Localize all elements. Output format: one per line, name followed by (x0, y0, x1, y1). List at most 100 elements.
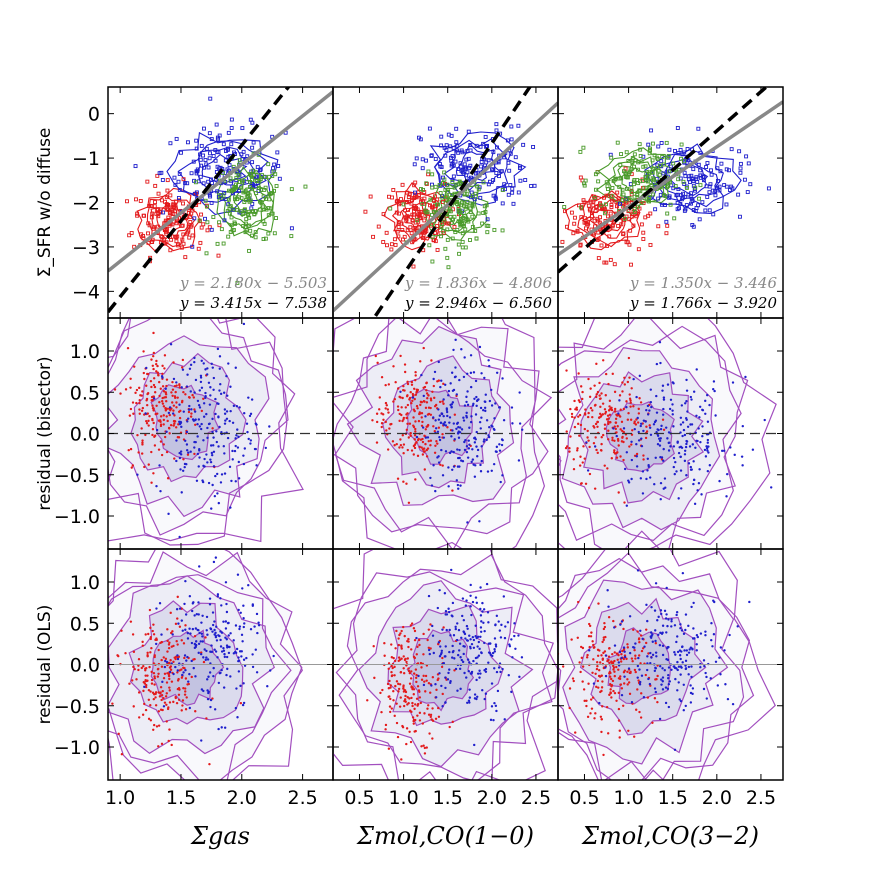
point-blue (645, 668, 649, 672)
point-blue (639, 680, 642, 684)
point-red (378, 408, 381, 411)
point-blue (494, 128, 499, 133)
point-red (638, 641, 641, 644)
point-blue (214, 556, 218, 559)
point-blue (176, 657, 180, 661)
point-red (141, 443, 144, 446)
point-green (603, 211, 607, 216)
point-red (600, 686, 604, 689)
point-red (152, 671, 156, 675)
point-red (161, 402, 165, 405)
point-red (200, 409, 204, 413)
point-blue (431, 624, 434, 628)
point-blue (464, 637, 467, 640)
point-blue (507, 674, 510, 677)
point-red (415, 673, 418, 677)
contour-blue (201, 153, 248, 186)
point-red (177, 410, 181, 413)
point-blue (625, 406, 628, 409)
point-red (133, 667, 136, 671)
point-blue (209, 181, 214, 185)
point-red (593, 646, 596, 649)
point-green (435, 202, 440, 207)
point-blue (449, 403, 452, 407)
point-red (404, 657, 407, 661)
point-blue (511, 656, 514, 659)
point-red (131, 679, 134, 682)
contour-green (621, 167, 654, 194)
point-red (146, 392, 149, 396)
point-blue (488, 652, 492, 655)
point-red (406, 382, 410, 386)
point-blue (495, 371, 499, 374)
point-red (596, 661, 599, 664)
point-blue (483, 400, 486, 403)
point-red (151, 404, 154, 407)
point-blue (208, 151, 212, 156)
point-red (641, 201, 646, 206)
point-red (396, 225, 401, 230)
point-blue (454, 338, 457, 342)
fit-line-OLS (108, 90, 333, 273)
point-red (183, 693, 187, 696)
point-red (636, 247, 641, 252)
point-green (610, 194, 615, 199)
fit-equation-OLS: y = 2.180x − 5.503 (179, 274, 327, 292)
point-blue (160, 177, 165, 182)
point-red (416, 388, 420, 392)
point-blue (673, 624, 677, 627)
point-red (198, 240, 203, 245)
point-blue (474, 634, 477, 638)
point-red (169, 207, 174, 212)
point-blue (204, 146, 209, 151)
point-blue (217, 402, 220, 406)
point-red (406, 195, 411, 199)
point-red (394, 684, 397, 688)
point-blue (468, 426, 471, 429)
point-blue (478, 420, 482, 424)
point-blue (709, 172, 714, 177)
point-green (448, 209, 453, 214)
point-red (402, 690, 406, 693)
point-red (395, 442, 398, 446)
contour-blue (644, 143, 742, 215)
point-red (156, 371, 160, 374)
point-blue (682, 194, 687, 199)
point-red (623, 383, 626, 386)
point-blue (696, 439, 699, 443)
point-green (460, 245, 465, 250)
point-blue (207, 422, 211, 426)
point-red (581, 680, 584, 683)
point-blue (451, 145, 456, 150)
point-red (384, 407, 387, 410)
point-blue (483, 376, 486, 380)
point-blue (685, 389, 689, 392)
point-blue (623, 675, 626, 678)
point-blue (695, 368, 698, 371)
point-blue (672, 445, 676, 448)
point-blue (672, 465, 676, 469)
point-red (589, 406, 593, 410)
point-green (458, 217, 463, 222)
point-blue (192, 216, 197, 221)
point-blue (648, 409, 651, 412)
point-red (388, 705, 392, 708)
point-blue (177, 622, 180, 625)
point-blue (678, 654, 682, 657)
point-red (156, 364, 159, 368)
point-blue (439, 385, 442, 389)
point-green (693, 185, 698, 190)
point-red (633, 668, 637, 672)
point-blue (635, 465, 639, 468)
point-blue (204, 396, 207, 400)
point-blue (179, 150, 183, 155)
point-blue (186, 373, 189, 376)
point-red (375, 420, 379, 424)
point-blue (521, 428, 524, 431)
point-red (583, 699, 586, 703)
point-blue (242, 625, 245, 629)
point-red (393, 674, 396, 677)
point-blue (212, 444, 215, 447)
point-red (414, 393, 418, 396)
point-red (416, 454, 420, 458)
